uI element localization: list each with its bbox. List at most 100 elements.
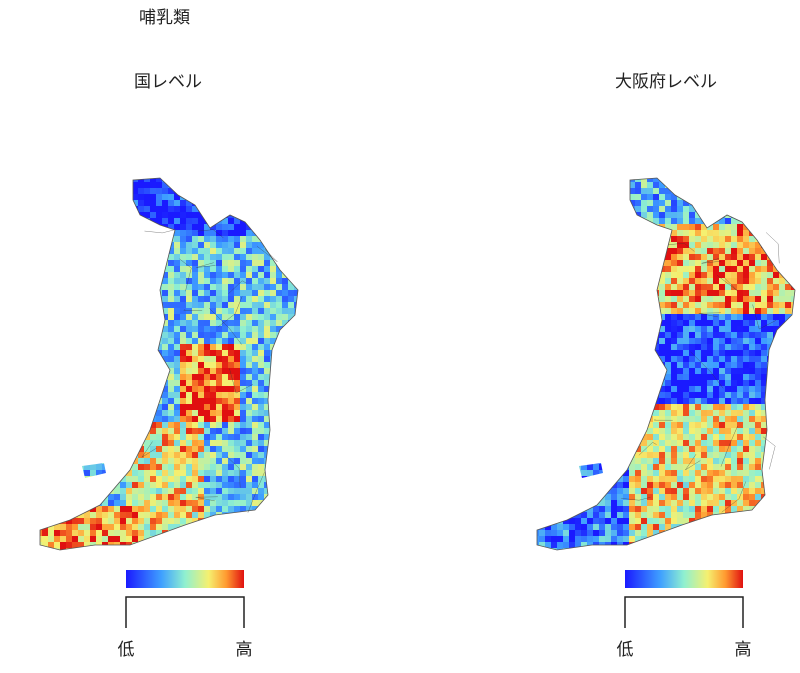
cell (282, 218, 288, 224)
cell (84, 392, 90, 398)
cell (557, 248, 563, 254)
cell (156, 314, 162, 320)
cell (120, 380, 126, 386)
cell (539, 206, 545, 212)
cell (84, 212, 90, 218)
cell (66, 446, 72, 452)
cell (222, 440, 228, 446)
cell (102, 176, 108, 182)
cell (581, 212, 587, 218)
cell (665, 314, 671, 320)
cell (611, 362, 617, 368)
cell (731, 362, 737, 368)
cell (186, 320, 192, 326)
cell (713, 302, 719, 308)
cell (791, 440, 797, 446)
cell (659, 464, 665, 470)
cell (288, 416, 294, 422)
cell (78, 284, 84, 290)
cell (186, 344, 192, 350)
cell (138, 500, 144, 506)
cell (120, 482, 126, 488)
cell (126, 404, 132, 410)
cell (264, 368, 270, 374)
cell (755, 182, 761, 188)
cell (671, 350, 677, 356)
cell (569, 242, 575, 248)
cell (108, 236, 114, 242)
cell (174, 458, 180, 464)
cell (791, 266, 797, 272)
cell (551, 470, 557, 476)
cell (276, 488, 282, 494)
cell (677, 296, 683, 302)
cell (144, 404, 150, 410)
cell (270, 374, 276, 380)
cell (761, 236, 767, 242)
cell (72, 218, 78, 224)
cell (108, 428, 114, 434)
cell (288, 236, 294, 242)
cell (234, 410, 240, 416)
cell (102, 374, 108, 380)
cell (683, 434, 689, 440)
cell (234, 206, 240, 212)
cell (665, 272, 671, 278)
cell (72, 434, 78, 440)
cell (252, 200, 258, 206)
cell (695, 416, 701, 422)
cell (557, 176, 563, 182)
cell (162, 200, 168, 206)
cell (545, 212, 551, 218)
cell (581, 410, 587, 416)
cell (204, 248, 210, 254)
cell (569, 272, 575, 278)
cell (264, 338, 270, 344)
cell (629, 278, 635, 284)
cell (216, 194, 222, 200)
cell (665, 362, 671, 368)
cell (695, 260, 701, 266)
cell (294, 326, 300, 332)
cell (767, 326, 773, 332)
cell (180, 398, 186, 404)
cell (282, 242, 288, 248)
cell (216, 392, 222, 398)
cell (677, 470, 683, 476)
cell (539, 266, 545, 272)
cell (773, 356, 779, 362)
cell (539, 458, 545, 464)
cell (599, 362, 605, 368)
cell (575, 338, 581, 344)
cell (599, 404, 605, 410)
cell (126, 422, 132, 428)
cell (78, 524, 84, 530)
cell (126, 308, 132, 314)
cell (96, 176, 102, 182)
cell (210, 320, 216, 326)
cell (210, 476, 216, 482)
cell (222, 548, 228, 554)
cell (713, 200, 719, 206)
cell (719, 446, 725, 452)
cell (749, 206, 755, 212)
cell (204, 410, 210, 416)
cell (593, 260, 599, 266)
cell (551, 386, 557, 392)
cell (635, 398, 641, 404)
cell (120, 308, 126, 314)
cell (108, 452, 114, 458)
cell (779, 416, 785, 422)
cell (629, 326, 635, 332)
cell (282, 422, 288, 428)
cell (84, 386, 90, 392)
cell (749, 224, 755, 230)
cell (282, 350, 288, 356)
cell (66, 284, 72, 290)
cell (749, 344, 755, 350)
cell (126, 296, 132, 302)
cell (264, 326, 270, 332)
cell (210, 416, 216, 422)
cell (78, 242, 84, 248)
cell (276, 374, 282, 380)
